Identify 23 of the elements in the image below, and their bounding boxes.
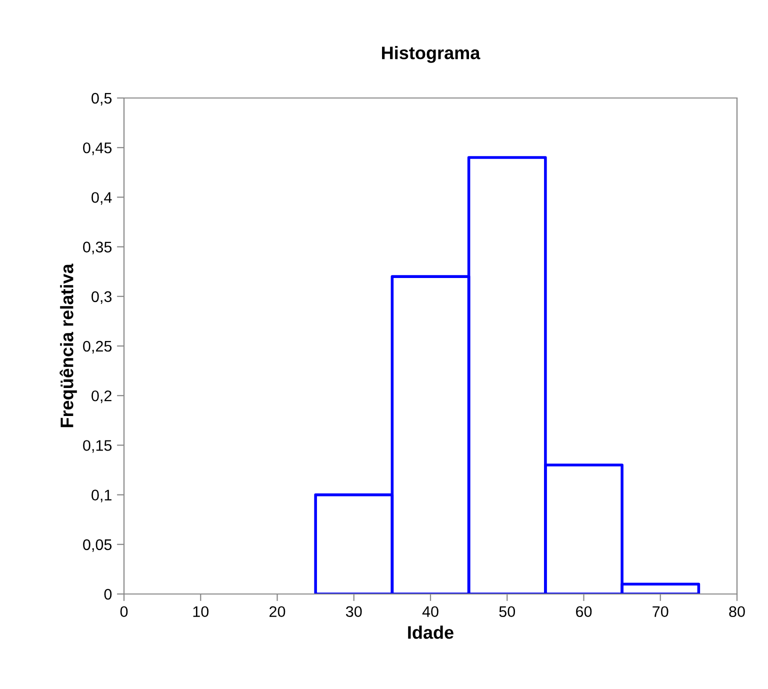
y-tick-label: 0,35 — [83, 242, 112, 254]
x-tick-label: 20 — [270, 606, 286, 618]
y-tick-label: 0,45 — [83, 142, 112, 156]
y-tick-label: 0 — [104, 588, 112, 600]
y-tick-label: 0,5 — [92, 92, 112, 106]
x-axis-title: Idade — [408, 626, 454, 639]
y-tick-label: 0,05 — [83, 539, 112, 552]
y-tick-label: 0,4 — [92, 192, 112, 205]
y-tick-label: 0,2 — [92, 390, 112, 404]
y-axis-title: Freqüência relativa — [60, 264, 77, 428]
x-tick-label: 0 — [120, 606, 128, 618]
x-tick-label: 50 — [499, 606, 516, 618]
x-tick-label: 80 — [729, 606, 745, 618]
x-tick-label: 40 — [422, 606, 438, 618]
x-tick-label: 10 — [193, 606, 209, 618]
y-tick-label: 0,1 — [92, 490, 112, 502]
x-tick-label: 60 — [576, 606, 592, 618]
x-tick-label: 70 — [652, 606, 668, 618]
y-tick-label: 0,3 — [92, 291, 112, 304]
chart-title: Histograma — [382, 46, 480, 63]
y-tick-label: 0,25 — [83, 340, 112, 354]
y-tick-label: 0,15 — [83, 440, 112, 453]
x-tick-label: 30 — [346, 606, 362, 618]
